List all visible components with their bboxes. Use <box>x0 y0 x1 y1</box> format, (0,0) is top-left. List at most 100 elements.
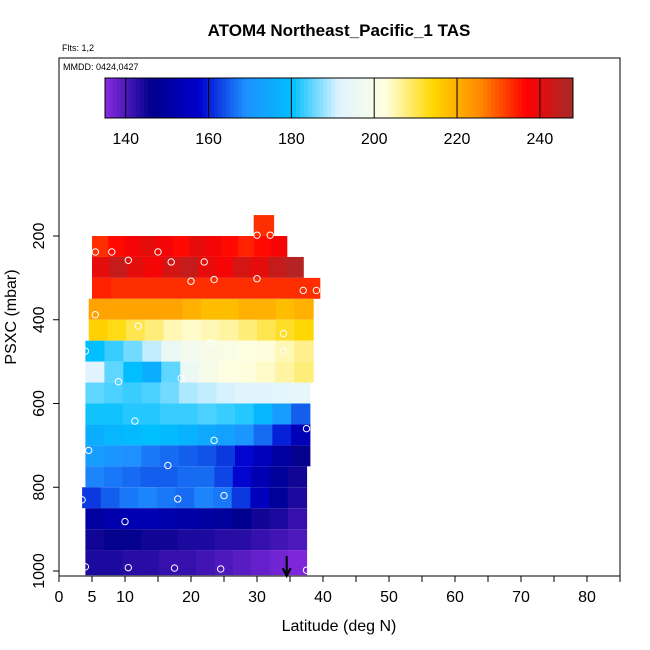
heatmap-cell <box>272 403 292 425</box>
heatmap-cell <box>216 382 236 404</box>
heatmap-cell <box>269 508 289 530</box>
heatmap-cell <box>232 508 252 530</box>
x-tick-label: 70 <box>512 589 530 606</box>
colorbar-segment <box>346 78 352 118</box>
flight-marker <box>253 231 261 239</box>
heatmap-cell <box>287 487 308 509</box>
flight-marker <box>302 424 311 433</box>
heatmap-cell <box>122 550 142 576</box>
heatmap-cell <box>159 550 179 576</box>
colorbar-segment <box>214 78 219 118</box>
heatmap-cell <box>177 529 197 551</box>
colorbar-tick-label: 140 <box>112 131 139 148</box>
heatmap-cell <box>268 256 287 278</box>
flight-marker <box>164 461 172 470</box>
heatmap-cell <box>160 424 180 446</box>
heatmap-cell <box>272 382 292 404</box>
heatmap-cell <box>195 508 215 530</box>
flight-marker <box>134 322 142 330</box>
flight-marker <box>174 495 182 503</box>
heatmap-cell <box>85 508 105 530</box>
heatmap-cell <box>195 466 215 488</box>
heatmap-cell <box>197 382 217 404</box>
colorbar-segment <box>292 78 297 118</box>
flight-marker <box>207 339 215 347</box>
heatmap-cell <box>85 424 105 446</box>
x-tick-label: 10 <box>116 589 134 606</box>
heatmap-cell <box>294 361 314 383</box>
heatmap-cell <box>177 466 197 488</box>
heatmap-cell <box>85 340 105 362</box>
heatmap-cell <box>257 298 277 320</box>
heatmap-cell <box>251 550 271 576</box>
colorbar-segment <box>280 78 285 118</box>
colorbar-segment <box>483 78 488 118</box>
heatmap-cell <box>100 487 121 509</box>
heatmap-cell <box>197 256 216 278</box>
heatmap-cell <box>161 361 181 383</box>
heatmap-cell <box>272 424 292 446</box>
x-tick-label: 60 <box>446 589 464 606</box>
colorbar-segment <box>179 78 184 118</box>
heatmap-cell <box>214 466 234 488</box>
colorbar-segment <box>112 78 118 118</box>
colorbar-segment <box>128 78 133 118</box>
heatmap-cell <box>140 466 160 488</box>
heatmap-cell <box>269 529 289 551</box>
heatmap-cell <box>300 277 321 299</box>
heatmap-cell <box>262 277 283 299</box>
flight-marker <box>220 491 228 500</box>
heatmap-cell <box>144 298 165 320</box>
colorbar-segment <box>514 78 519 118</box>
x-axis-label: Latitude (deg N) <box>282 618 397 635</box>
heatmap-cell <box>294 298 314 320</box>
heatmap-cell <box>104 445 124 467</box>
heatmap-cell <box>122 382 143 404</box>
flight-marker <box>114 378 123 386</box>
heatmap-cell <box>144 256 163 278</box>
heatmap-cell <box>214 550 234 576</box>
x-tick-label: 50 <box>380 589 398 606</box>
flight-marker <box>81 563 90 571</box>
x-tick-label: 5 <box>88 589 97 606</box>
colorbar-segment <box>202 78 207 118</box>
heatmap-cell <box>180 340 200 362</box>
flight-marker <box>177 374 185 383</box>
arrow-head <box>281 567 292 579</box>
heatmap-cell <box>104 361 124 383</box>
heatmap-cell <box>251 466 271 488</box>
colorbar-segment <box>151 78 157 118</box>
heatmap-cell <box>253 403 273 425</box>
colorbar-segment <box>155 78 161 118</box>
heatmap-cell <box>235 445 255 467</box>
y-axis: 200 400 600 800 1000 <box>31 223 59 589</box>
colorbar-segment <box>370 78 375 118</box>
flight-marker <box>210 275 218 284</box>
colorbar-segment <box>342 78 348 118</box>
heatmap-cell <box>197 403 217 425</box>
y-tick-label: 1000 <box>31 553 48 589</box>
heatmap-cell <box>85 445 105 467</box>
flight-marker <box>210 436 218 445</box>
x-tick-label: 30 <box>248 589 266 606</box>
y-tick-label: 800 <box>31 474 48 501</box>
colorbar-segment <box>116 78 122 118</box>
heatmap-cell <box>103 466 123 488</box>
heatmap-cell <box>109 256 128 278</box>
heatmap-cell <box>142 361 162 383</box>
heatmap-cell <box>291 403 311 425</box>
colorbar-segment <box>350 78 356 118</box>
colorbar-segment <box>526 78 531 118</box>
colorbar-segment <box>541 78 547 118</box>
colorbar-segment <box>253 78 258 118</box>
colorbar-segment <box>444 78 449 118</box>
heatmap-cell <box>160 445 180 467</box>
heatmap-cell <box>160 382 180 404</box>
y-tick-label: 600 <box>31 390 48 417</box>
colorbar-segment <box>124 78 129 118</box>
heatmap-cell <box>167 277 188 299</box>
y-axis-label: PSXC (mbar) <box>3 269 20 364</box>
heatmap-cell <box>182 319 202 341</box>
colorbar-segment <box>491 78 496 118</box>
heatmap-cell <box>122 445 143 467</box>
